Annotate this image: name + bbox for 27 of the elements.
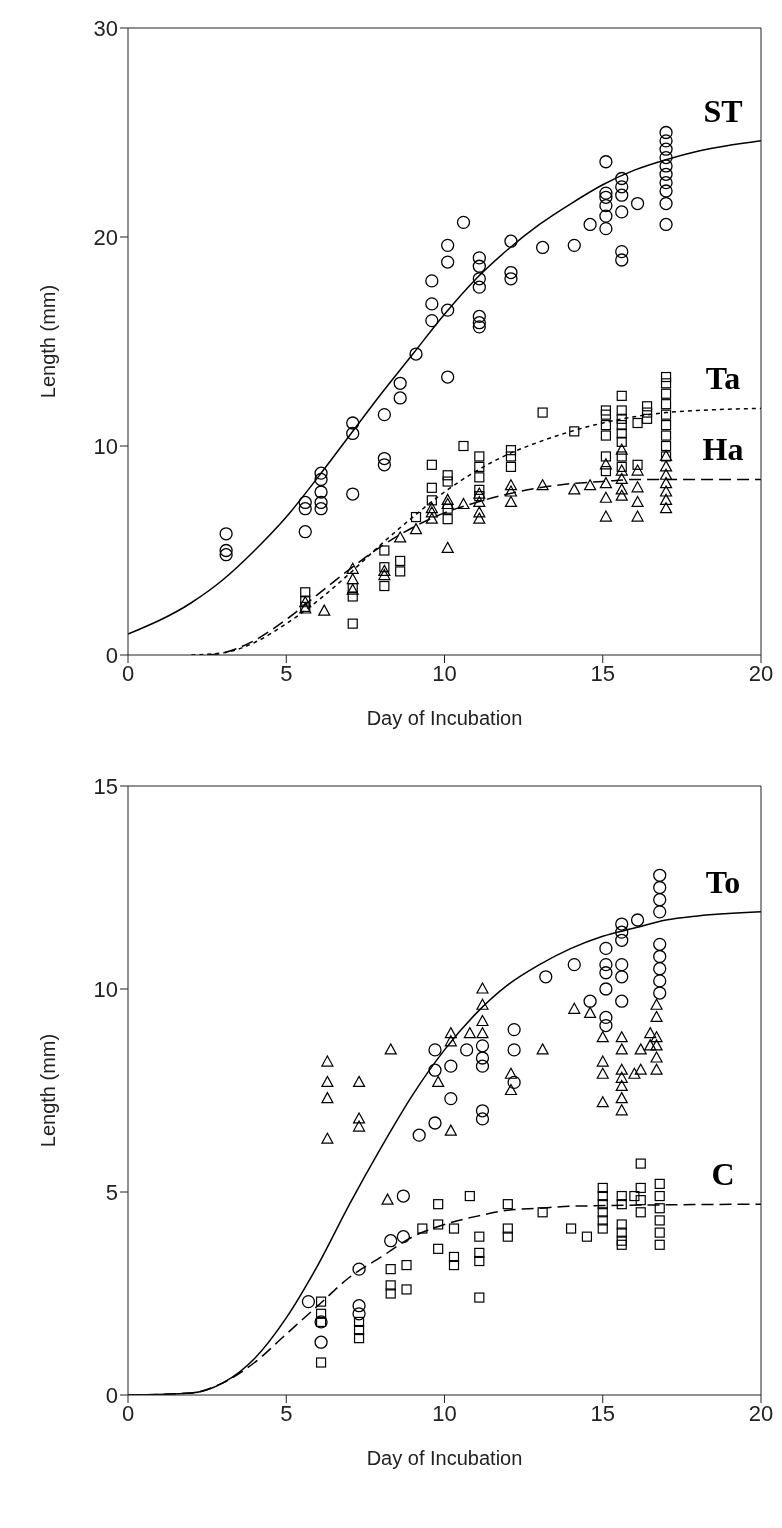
series-label: To <box>705 863 741 900</box>
x-tick-label: 5 <box>280 1400 293 1426</box>
x-tick-label: 10 <box>432 660 457 686</box>
x-tick-label: 15 <box>590 1400 615 1426</box>
x-axis-title: Day of Incubation <box>366 1447 523 1469</box>
y-axis-title: Length (mm) <box>37 1033 60 1148</box>
y-tick-label: 10 <box>93 433 118 459</box>
series-label: Ta <box>705 360 741 397</box>
x-tick-label: 10 <box>432 1400 457 1426</box>
y-tick-label: 0 <box>105 1382 118 1408</box>
series-label: ST <box>703 92 743 129</box>
series-label: C <box>711 1156 735 1193</box>
y-tick-label: 0 <box>105 642 118 668</box>
x-tick-label: 0 <box>121 1400 135 1426</box>
series-label: Ha <box>702 431 744 468</box>
y-axis-title: Length (mm) <box>37 284 60 399</box>
x-tick-label: 0 <box>121 660 135 686</box>
y-tick-label: 15 <box>93 773 118 799</box>
y-tick-label: 5 <box>105 1179 118 1205</box>
x-tick-label: 20 <box>748 660 774 686</box>
y-tick-label: 10 <box>93 976 118 1002</box>
y-tick-label: 20 <box>93 224 118 250</box>
y-tick-label: 30 <box>93 15 118 41</box>
x-axis-title: Day of Incubation <box>366 707 523 729</box>
x-tick-label: 5 <box>280 660 293 686</box>
x-tick-label: 15 <box>590 660 615 686</box>
x-tick-label: 20 <box>748 1400 774 1426</box>
